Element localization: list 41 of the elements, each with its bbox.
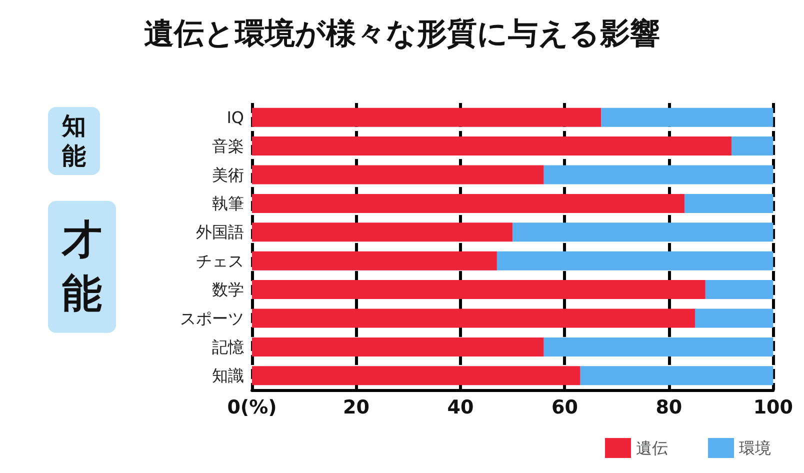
x-tick-label: 80 xyxy=(656,396,682,418)
y-tick-label: IQ xyxy=(226,108,244,127)
y-tick-label: 音楽 xyxy=(212,136,244,156)
y-tick-label: 外国語 xyxy=(196,222,244,242)
y-tick-label: 記憶 xyxy=(212,337,244,356)
bar xyxy=(496,251,774,270)
chart-title: 遺伝と環境が様々な形質に与える影響 xyxy=(144,16,660,52)
x-tick-label: 0(%) xyxy=(227,396,277,418)
y-tick-label: チェス xyxy=(196,251,244,270)
bar xyxy=(252,366,580,386)
text: 才能 xyxy=(61,216,102,317)
bar xyxy=(705,280,774,300)
y-tick-label: 知識 xyxy=(212,366,244,386)
y-tick-label: 数学 xyxy=(212,280,244,300)
bar xyxy=(731,136,774,156)
bar xyxy=(252,337,544,356)
bar xyxy=(252,280,706,300)
bar xyxy=(580,366,774,386)
bar xyxy=(252,108,602,127)
x-tick-label: 20 xyxy=(343,396,370,418)
text: 知能 xyxy=(61,112,86,170)
y-tick-label: 執筆 xyxy=(212,194,244,213)
bar xyxy=(252,136,732,156)
legend-label: 環境 xyxy=(739,438,771,458)
legend-label: 遺伝 xyxy=(636,438,668,458)
y-tick-label: 美術 xyxy=(212,165,244,184)
bar xyxy=(252,251,497,270)
y-tick-label: スポーツ xyxy=(180,308,244,328)
bar xyxy=(252,308,695,328)
bar xyxy=(512,222,774,242)
bar xyxy=(544,165,774,184)
bar xyxy=(684,194,774,213)
bar xyxy=(252,165,544,184)
x-tick-label: 40 xyxy=(447,396,474,418)
bar xyxy=(252,194,685,213)
bar xyxy=(601,108,774,127)
bar xyxy=(694,308,774,328)
bar xyxy=(544,337,774,356)
x-tick-label: 100 xyxy=(753,396,794,418)
x-tick-label: 60 xyxy=(551,396,578,418)
bar xyxy=(252,222,513,242)
